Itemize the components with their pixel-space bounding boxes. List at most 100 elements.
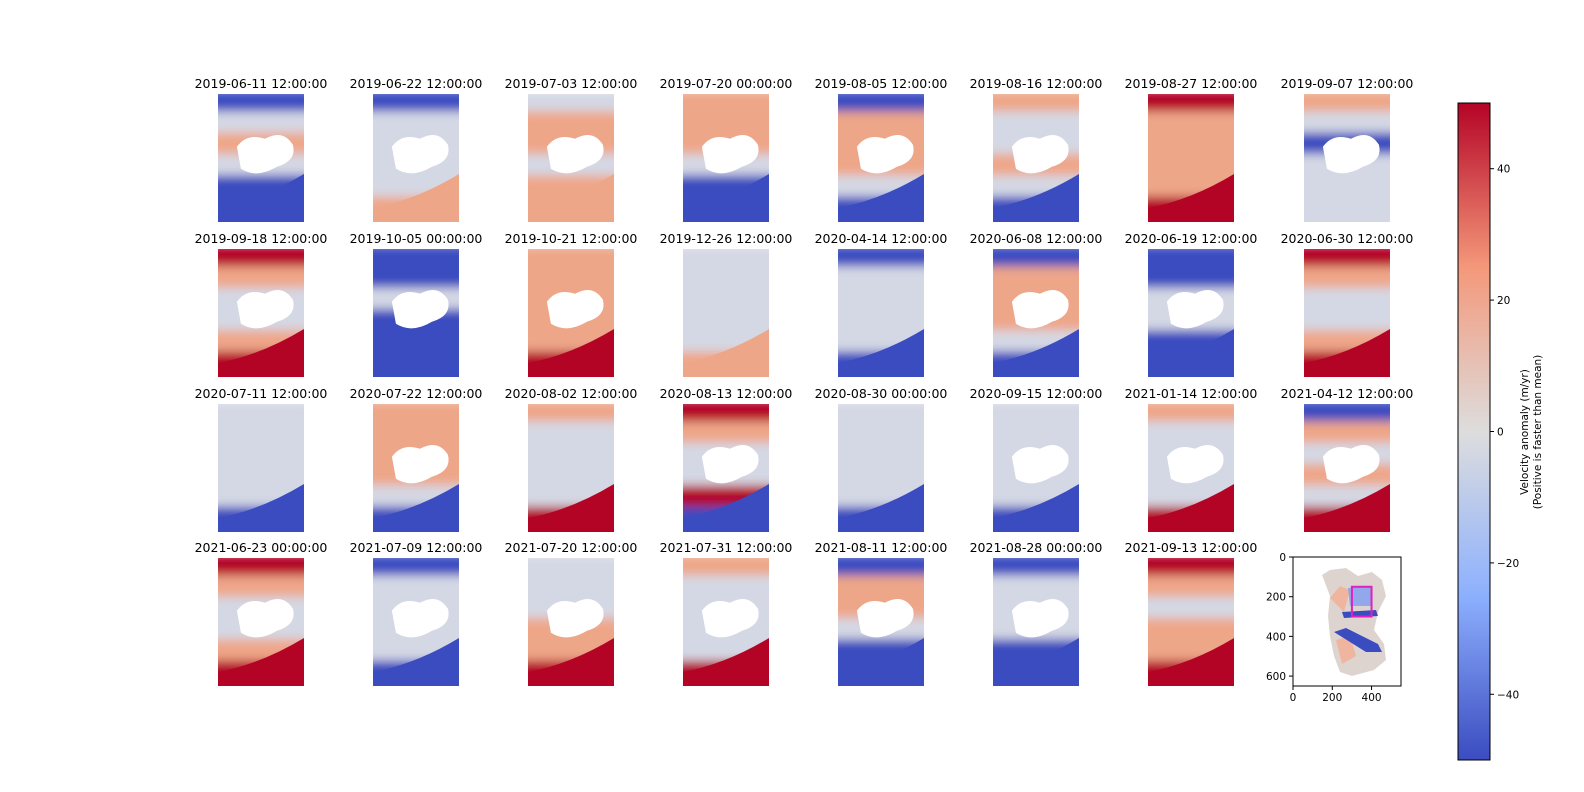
panel-title: 2021-06-23 00:00:00 (195, 540, 328, 555)
colorbar-ticks: 40 20 0 −20 −40 (1490, 164, 1519, 701)
panel-title: 2020-08-02 12:00:00 (505, 386, 638, 401)
panel-nodata-gap (1322, 444, 1380, 484)
panel-title: 2021-01-14 12:00:00 (1125, 386, 1258, 401)
panel-velocity-field (1148, 94, 1234, 222)
panel-title: 2020-06-08 12:00:00 (970, 231, 1103, 246)
velocity-panel: 2020-06-19 12:00:00 (1125, 231, 1258, 377)
velocity-panel: 2019-08-27 12:00:00 (1125, 76, 1257, 222)
panel-front (373, 174, 459, 222)
colorbar-gradient (1457, 102, 1491, 761)
panel-front (683, 329, 769, 377)
panel-title: 2020-09-15 12:00:00 (970, 386, 1103, 401)
panel-front (993, 329, 1079, 377)
panel-velocity-field (528, 249, 614, 377)
panel-front (993, 174, 1079, 222)
panel-velocity-field (683, 249, 769, 377)
panel-velocity-field (1304, 404, 1390, 532)
overview-glacier-outline (1322, 568, 1386, 676)
panel-title: 2020-07-22 12:00:00 (350, 386, 483, 401)
panel-nodata-gap (236, 598, 294, 638)
panel-title: 2019-08-05 12:00:00 (815, 76, 948, 91)
panel-nodata-gap (1011, 289, 1069, 329)
panel-velocity-field (218, 404, 304, 532)
velocity-panel: 2021-04-12 12:00:00 (1281, 386, 1414, 532)
colorbar-tick-label: −40 (1497, 689, 1519, 701)
panel-nodata-gap (391, 598, 449, 638)
velocity-panel: 2019-09-18 12:00:00 (195, 231, 328, 377)
panel-nodata-gap (1011, 598, 1069, 638)
velocity-panel: 2020-08-02 12:00:00 (505, 386, 638, 532)
overview-xtick-label: 0 (1290, 692, 1297, 704)
panel-velocity-field (993, 404, 1079, 532)
panel-title: 2020-08-30 00:00:00 (815, 386, 948, 401)
panel-front (528, 638, 614, 686)
panel-velocity-field (838, 558, 924, 686)
panel-front (373, 638, 459, 686)
velocity-panel: 2021-08-11 12:00:00 (815, 540, 947, 686)
panel-nodata-gap (1166, 289, 1224, 329)
panel-nodata-gap (701, 134, 759, 174)
colorbar-tick-label: 40 (1497, 164, 1510, 176)
panel-nodata-gap (391, 289, 449, 329)
panel-velocity-field (993, 94, 1079, 222)
panel-title: 2020-07-11 12:00:00 (195, 386, 328, 401)
panel-front (218, 174, 304, 222)
velocity-panel: 2019-08-16 12:00:00 (970, 76, 1103, 222)
panel-title: 2020-04-14 12:00:00 (815, 231, 948, 246)
panel-title: 2021-08-28 00:00:00 (970, 540, 1103, 555)
velocity-panel: 2021-08-28 00:00:00 (970, 540, 1103, 686)
panel-title: 2019-10-05 00:00:00 (350, 231, 483, 246)
overview-axis-ticks: 0 200 400 0 200 400 600 (1266, 552, 1382, 704)
velocity-panel: 2019-10-21 12:00:00 (505, 231, 637, 377)
panel-title: 2019-07-03 12:00:00 (505, 76, 638, 91)
panel-title: 2019-09-07 12:00:00 (1281, 76, 1414, 91)
panel-front (1304, 174, 1390, 222)
velocity-panel: 2019-07-20 00:00:00 (660, 76, 792, 222)
velocity-panel: 2019-08-05 12:00:00 (815, 76, 948, 222)
panel-title: 2019-09-18 12:00:00 (195, 231, 328, 246)
panel-velocity-field (838, 404, 924, 532)
panel-front (528, 329, 614, 377)
panel-title: 2019-12-26 12:00:00 (660, 231, 793, 246)
velocity-panel: 2019-12-26 12:00:00 (660, 231, 793, 377)
panel-nodata-gap (701, 444, 759, 484)
panel-front (1148, 174, 1234, 222)
panel-nodata-gap (1011, 134, 1069, 174)
panel-title: 2019-08-16 12:00:00 (970, 76, 1103, 91)
colorbar-label-line1: Velocity anomaly (m/yr) (1519, 369, 1531, 495)
velocity-panel: 2020-06-08 12:00:00 (970, 231, 1103, 377)
panel-front (373, 484, 459, 532)
panel-velocity-field (683, 404, 769, 532)
colorbar-tick-label: −20 (1497, 558, 1519, 570)
panel-title: 2021-09-13 12:00:00 (1125, 540, 1258, 555)
panel-nodata-gap (391, 444, 449, 484)
velocity-panel: 2021-01-14 12:00:00 (1125, 386, 1258, 532)
panel-title: 2020-08-13 12:00:00 (660, 386, 793, 401)
panel-nodata-gap (391, 134, 449, 174)
overview-xtick-label: 200 (1322, 692, 1342, 704)
panel-title: 2020-06-19 12:00:00 (1125, 231, 1258, 246)
velocity-panel: 2019-06-22 12:00:00 (350, 76, 482, 222)
overview-region-box (1350, 585, 1373, 618)
panel-nodata-gap (236, 289, 294, 329)
panel-velocity-field (993, 558, 1079, 686)
panel-nodata-gap (546, 598, 604, 638)
panel-front (373, 329, 459, 377)
panel-velocity-field (838, 249, 924, 377)
panel-title: 2021-04-12 12:00:00 (1281, 386, 1414, 401)
overview-ytick-label: 600 (1266, 671, 1286, 683)
colorbar-label-line2: (Positive is faster than mean) (1532, 355, 1544, 510)
velocity-panel: 2020-07-11 12:00:00 (195, 386, 328, 532)
panel-front (838, 638, 924, 686)
panel-velocity-field (528, 94, 614, 222)
velocity-panel: 2020-08-30 00:00:00 (815, 386, 948, 532)
panel-velocity-field (993, 249, 1079, 377)
panel-front (993, 638, 1079, 686)
panel-front (1304, 329, 1390, 377)
panel-front (683, 174, 769, 222)
panel-velocity-field (218, 94, 304, 222)
colorbar: 40 20 0 −20 −40 Velocity anomaly (m/yr) (Pos… (1457, 102, 1544, 761)
panel-nodata-gap (236, 134, 294, 174)
panel-title: 2021-07-09 12:00:00 (350, 540, 483, 555)
panel-velocity-field (1304, 94, 1390, 222)
